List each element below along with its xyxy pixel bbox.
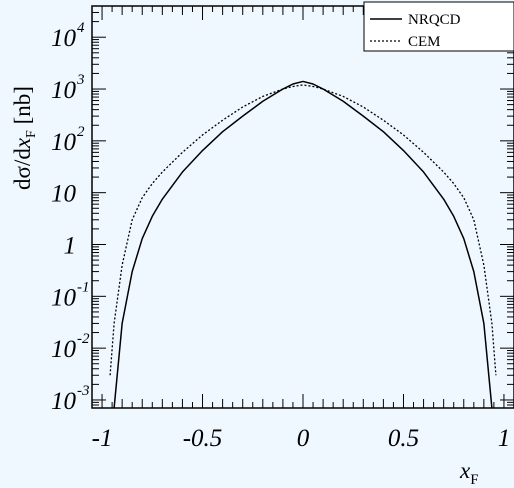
x-tick-label: -1 [92,425,113,452]
legend-label-nrqcd: NRQCD [408,12,461,28]
axis-titles: xF dσ/dxF [nb] [10,86,479,488]
y-tick-label: 10 [51,77,77,104]
axis-ticks [91,5,514,409]
y-tick-exponent: -2 [77,331,90,347]
y-tick-exponent: -1 [77,279,90,295]
x-tick-label: 0.5 [388,425,419,452]
y-tick-label: 10 [51,336,77,363]
x-tick-label: 1 [498,425,511,452]
y-tick-exponent: 2 [77,124,85,140]
x-tick-label: -0.5 [183,425,223,452]
series-nrqcd-line [113,80,493,409]
legend: NRQCD CEM [363,1,514,52]
legend-box [363,1,514,52]
y-tick-label: 10 [51,284,77,311]
y-tick-label: 10 [51,25,77,52]
y-tick-label: 10 [51,129,77,156]
y-tick-exponent: -3 [77,383,90,399]
x-axis-title: xF [459,458,479,488]
y-tick-exponent: 3 [76,72,85,88]
y-tick-label: 10 [51,181,77,208]
series-cem-line [109,84,497,376]
x-tick-label: 0 [297,425,310,452]
y-tick-label: 10 [51,388,77,415]
y-axis-title: dσ/dxF [nb] [10,86,39,190]
y-tick-exponent: 4 [77,20,85,36]
legend-label-cem: CEM [408,34,441,50]
y-tick-label: 1 [64,232,77,259]
series-lines [109,80,497,409]
